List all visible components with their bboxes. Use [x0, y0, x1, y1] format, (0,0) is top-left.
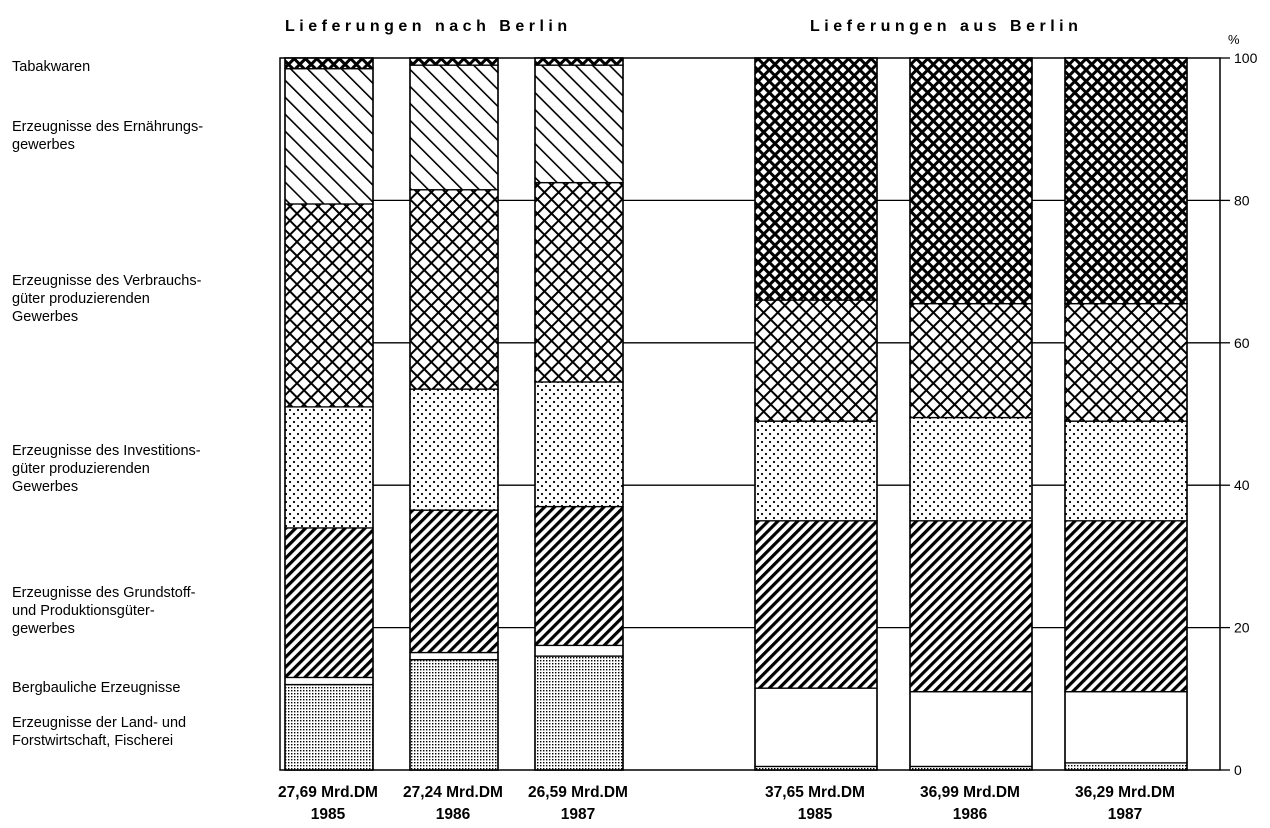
bar-1985-group0-segment-2 — [284, 527, 374, 679]
bar-1985-group1-segment-2 — [754, 520, 878, 689]
bar-outline-0-1985 — [284, 57, 374, 771]
bar-1986-group0-segment-2 — [409, 509, 499, 654]
bar-year-aus-1985: 1985 — [797, 806, 833, 823]
bar-1985-group0-segment-4 — [284, 203, 374, 408]
bar-year-aus-1987: 1987 — [1107, 806, 1143, 823]
bar-total-nach-1987: 26,59 Mrd.DM — [528, 784, 628, 801]
bar-1985-group0-segment-5 — [284, 68, 374, 205]
bar-1986-group1-segment-2 — [909, 520, 1033, 693]
bar-1987-group1-segment-3 — [1064, 420, 1188, 522]
y-tick-label-60: 60 — [1234, 335, 1250, 351]
bar-1986-group0-segment-5 — [409, 64, 499, 191]
bar-year-nach-1987: 1987 — [560, 806, 596, 823]
bar-1986-group0-segment-1 — [409, 651, 499, 661]
bar-1985-group1-segment-1 — [754, 687, 878, 768]
y-tick-label-0: 0 — [1234, 762, 1242, 778]
bar-outline-0-1986 — [409, 57, 499, 771]
bar-1987-group0-segment-3 — [534, 381, 624, 508]
bar-1986-group0-segment-0 — [409, 658, 499, 771]
bar-year-nach-1986: 1986 — [435, 806, 471, 823]
label-ernaehrungsgewerbe: Erzeugnisse des Ernährungs- gewerbes — [12, 119, 204, 153]
bar-1986-group0-segment-6 — [409, 57, 499, 66]
bar-1986-group0-segment-4 — [409, 189, 499, 390]
y-tick-label-80: 80 — [1234, 192, 1250, 208]
bar-1987-group1-segment-0 — [1064, 762, 1188, 771]
label-bergbau: Bergbauliche Erzeugnisse — [12, 680, 181, 696]
bar-1987-group0-segment-2 — [534, 505, 624, 647]
group-title-nach-berlin: Lieferungen nach Berlin — [285, 18, 572, 35]
bar-1987-group0-segment-6 — [534, 57, 624, 66]
label-verbrauchsgueter: Erzeugnisse des Verbrauchs- güter produz… — [12, 273, 202, 325]
bar-1986-group1-segment-3 — [909, 416, 1033, 522]
bar-1986-group0-segment-3 — [409, 388, 499, 511]
y-axis-unit: % — [1228, 32, 1240, 47]
y-tick-label-40: 40 — [1234, 477, 1250, 493]
bar-1987-group0-segment-0 — [534, 655, 624, 771]
bar-1986-group1-segment-4 — [909, 302, 1033, 419]
bar-1987-group1-segment-2 — [1064, 520, 1188, 693]
plot-frame — [279, 57, 1221, 771]
bar-1985-group0-segment-0 — [284, 683, 374, 771]
bar-1985-group0-segment-1 — [284, 676, 374, 686]
bar-1985-group1-segment-3 — [754, 420, 878, 522]
bar-1987-group0-segment-1 — [534, 644, 624, 657]
bar-1987-group1-segment-6 — [1064, 57, 1188, 305]
label-tabakwaren: Tabakwaren — [12, 59, 91, 75]
bar-1987-group0-segment-5 — [534, 64, 624, 184]
label-grundstoff: Erzeugnisse des Grundstoff- und Produkti… — [12, 585, 196, 637]
bar-total-aus-1985: 37,65 Mrd.DM — [765, 784, 865, 801]
bar-1987-group0-segment-4 — [534, 181, 624, 383]
bar-year-aus-1986: 1986 — [952, 806, 988, 823]
bar-1985-group0-segment-6 — [284, 57, 374, 70]
bar-total-aus-1987: 36,29 Mrd.DM — [1075, 784, 1175, 801]
group-title-aus-berlin: Lieferungen aus Berlin — [810, 18, 1083, 35]
label-land-forstwirtschaft: Erzeugnisse der Land- und Forstwirtschaf… — [12, 715, 187, 749]
bar-total-aus-1986: 36,99 Mrd.DM — [920, 784, 1020, 801]
bar-1986-group1-segment-1 — [909, 691, 1033, 768]
y-tick-label-100: 100 — [1234, 50, 1258, 66]
bar-1986-group1-segment-6 — [909, 57, 1033, 305]
bar-1985-group1-segment-6 — [754, 57, 878, 301]
bar-outline-1-1987 — [1064, 57, 1188, 771]
bar-1985-group1-segment-4 — [754, 299, 878, 422]
bar-total-nach-1986: 27,24 Mrd.DM — [403, 784, 503, 801]
bar-1987-group1-segment-4 — [1064, 302, 1188, 422]
bar-year-nach-1985: 1985 — [310, 806, 346, 823]
label-investitionsgueter: Erzeugnisse des Investitions- güter prod… — [12, 443, 201, 495]
bar-1985-group0-segment-3 — [284, 406, 374, 529]
bar-outline-0-1987 — [534, 57, 624, 771]
y-tick-label-20: 20 — [1234, 620, 1250, 636]
bar-outline-1-1985 — [754, 57, 878, 771]
bar-1987-group1-segment-1 — [1064, 691, 1188, 764]
bar-total-nach-1985: 27,69 Mrd.DM — [278, 784, 378, 801]
bar-outline-1-1986 — [909, 57, 1033, 771]
